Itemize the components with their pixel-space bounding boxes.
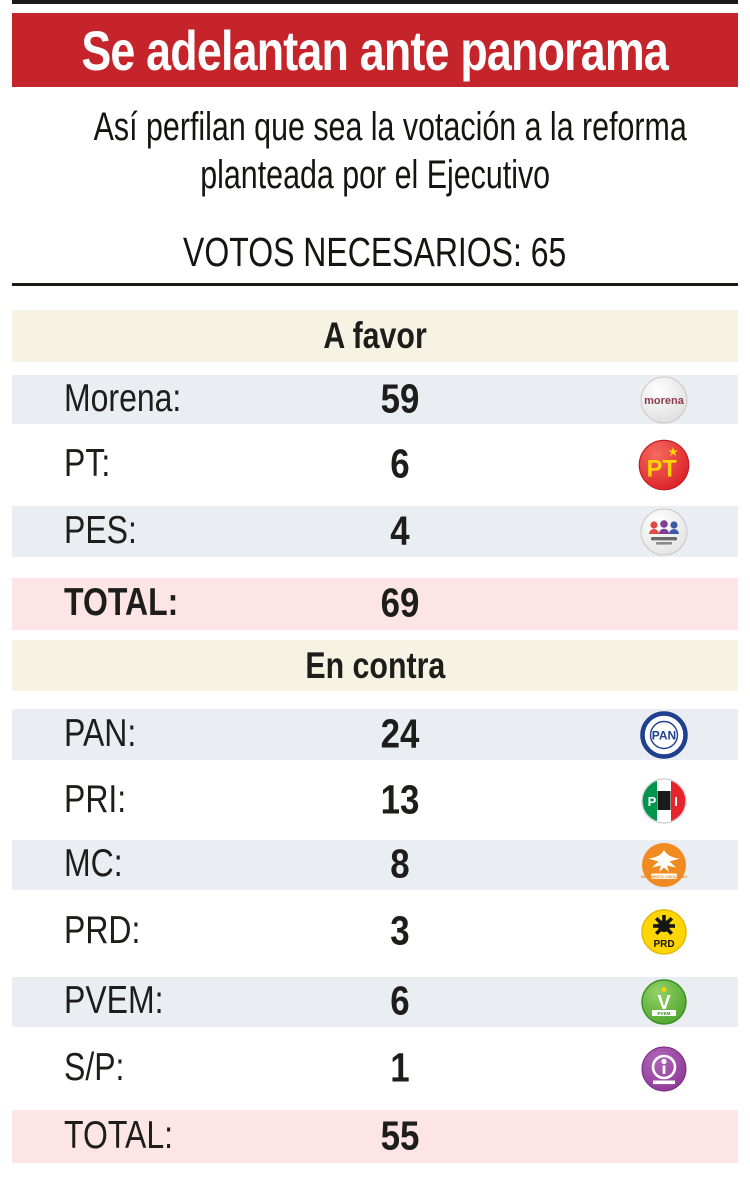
party-votes: 24 [381,710,420,757]
pvem-logo-icon: V PVEM [640,978,688,1026]
pan-logo-icon: PAN [640,710,688,759]
total-row-en-contra: TOTAL: 55 [12,1110,738,1163]
svg-text:MOVIMIENTO CIUDADANO: MOVIMIENTO CIUDADANO [641,875,687,879]
morena-logo-icon: morena [640,376,688,424]
party-votes: 4 [390,507,411,554]
party-votes: 1 [390,1044,411,1091]
table-row-prd: PRD: 3 PRD [12,906,738,957]
subtitle-line-2: planteada por el Ejecutivo [200,153,550,197]
party-name: PT: [64,441,111,485]
subtitle-line-1: Así perfilan que sea la votación a la re… [93,105,687,149]
pt-logo-icon: PT ★ [637,438,691,492]
votes-needed-label: VOTOS NECESARIOS: 65 [183,229,567,275]
total-votes: 69 [381,579,420,626]
svg-text:PRD: PRD [653,939,674,950]
divider-rule [12,283,738,286]
top-rule [12,0,738,4]
table-row-morena: Morena: 59 morena [12,375,738,424]
table-row-mc: MC: 8 MOVIMIENTO CIUDADANO [12,840,738,890]
table-row-pri: PRI: 13 P I [12,775,738,826]
party-name: PRI: [64,777,127,821]
svg-text:I: I [674,794,678,809]
section-header-en-contra: En contra [12,640,738,691]
total-label: TOTAL: [64,1113,173,1157]
svg-text:PAN: PAN [652,728,676,742]
independent-logo-icon [640,1045,688,1093]
party-votes: 59 [381,375,420,422]
svg-text:morena: morena [644,395,685,407]
table-row-pvem: PVEM: 6 V PVEM [12,977,738,1027]
svg-text:PT: PT [647,456,678,482]
party-name: S/P: [64,1045,125,1089]
pes-logo-icon [640,508,688,556]
party-votes: 6 [390,977,411,1024]
party-name: PAN: [64,711,137,755]
svg-text:★: ★ [667,445,678,459]
title-banner: Se adelantan ante panorama [12,13,738,87]
table-row-sp: S/P: 1 [12,1043,738,1094]
table-row-pan: PAN: 24 PAN [12,709,738,760]
section-label: En contra [305,644,445,686]
total-votes: 55 [381,1112,420,1159]
mc-logo-icon: MOVIMIENTO CIUDADANO [640,841,688,889]
prd-logo-icon: PRD [640,908,688,956]
party-name: Morena: [64,376,182,420]
party-votes: 3 [390,907,411,954]
party-name: MC: [64,842,123,886]
party-votes: 8 [390,840,411,887]
party-name: PRD: [64,908,141,952]
party-name: PES: [64,508,137,552]
section-header-a-favor: A favor [12,310,738,362]
pri-logo-icon: P I [640,777,688,825]
party-votes: 13 [381,776,420,823]
page-title: Se adelantan ante panorama [81,18,670,82]
table-row-pes: PES: 4 [12,506,738,557]
votes-needed: VOTOS NECESARIOS: 65 [0,229,750,276]
section-label: A favor [323,315,427,356]
party-name: PVEM: [64,979,164,1023]
party-votes: 6 [390,440,411,487]
subtitle: Así perfilan que sea la votación a la re… [0,103,750,199]
svg-text:V: V [657,992,671,1014]
svg-text:PVEM: PVEM [657,1011,670,1016]
total-row-a-favor: TOTAL: 69 [12,578,738,630]
svg-text:P: P [648,794,657,809]
table-row-pt: PT: 6 PT ★ [12,438,738,492]
total-label: TOTAL: [64,581,179,625]
